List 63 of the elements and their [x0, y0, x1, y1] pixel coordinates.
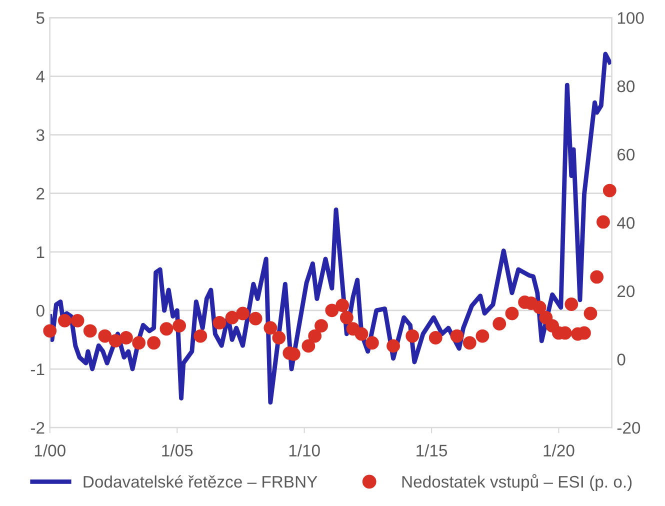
- point: [365, 336, 379, 350]
- point: [172, 319, 186, 332]
- point: [272, 331, 286, 344]
- y-tick-label: 1: [37, 246, 44, 258]
- y-tick-label: 2: [36, 188, 44, 200]
- point: [264, 321, 278, 335]
- point: [194, 329, 208, 343]
- point: [386, 339, 400, 353]
- point: [584, 306, 598, 320]
- point: [43, 324, 57, 338]
- y-tick-label: 0: [36, 304, 44, 317]
- point: [564, 298, 578, 311]
- point: [596, 215, 610, 229]
- point: [225, 310, 239, 324]
- y2-tick-label: 20: [618, 285, 635, 298]
- point: [147, 336, 161, 350]
- y2-tick-label: -20: [617, 422, 640, 434]
- point: [476, 329, 490, 343]
- y2-tick-label: 100: [618, 12, 644, 24]
- y-tick-label: 5: [36, 12, 44, 24]
- point: [248, 312, 262, 326]
- y-tick-label: 4: [36, 70, 45, 82]
- y2-tick-label: 80: [617, 80, 635, 92]
- point: [132, 336, 146, 350]
- y-tick-label: -1: [30, 364, 44, 376]
- point: [428, 331, 442, 344]
- legend-label: Dodavatelské řetězce – FRBNY: [84, 475, 318, 488]
- point: [308, 329, 322, 343]
- point: [70, 314, 84, 328]
- point: [462, 336, 476, 350]
- point: [160, 322, 174, 336]
- y-tick-label: 3: [36, 129, 44, 142]
- point: [58, 314, 72, 328]
- point: [98, 329, 112, 343]
- point: [532, 300, 546, 314]
- point: [314, 319, 328, 332]
- point: [505, 306, 519, 320]
- x-tick-label: 1/10: [289, 444, 320, 456]
- point: [236, 306, 250, 320]
- point: [212, 316, 226, 330]
- y2-tick-label: 60: [618, 148, 635, 161]
- point: [340, 310, 354, 324]
- point: [336, 298, 350, 312]
- x-tick-label: 1/15: [416, 444, 448, 456]
- y2-tick-label: 40: [617, 217, 635, 229]
- point: [354, 327, 368, 341]
- legend-label: Nedostatek vstupů – ESI (p. o.): [402, 474, 632, 491]
- point: [492, 317, 506, 330]
- point: [450, 329, 464, 343]
- point: [108, 334, 122, 348]
- point: [83, 324, 97, 338]
- y2-tick-label: 0: [617, 354, 626, 366]
- line-series: [50, 52, 612, 405]
- point: [325, 304, 339, 318]
- point: [302, 339, 316, 353]
- x-tick-label: 1/05: [162, 444, 193, 456]
- y-tick-label: -2: [30, 422, 44, 434]
- x-tick-label: 1/00: [34, 444, 66, 456]
- point: [590, 270, 604, 284]
- x-tick-label: 1/20: [544, 444, 574, 456]
- point: [602, 184, 616, 198]
- point: [406, 329, 420, 343]
- point: [120, 331, 133, 344]
